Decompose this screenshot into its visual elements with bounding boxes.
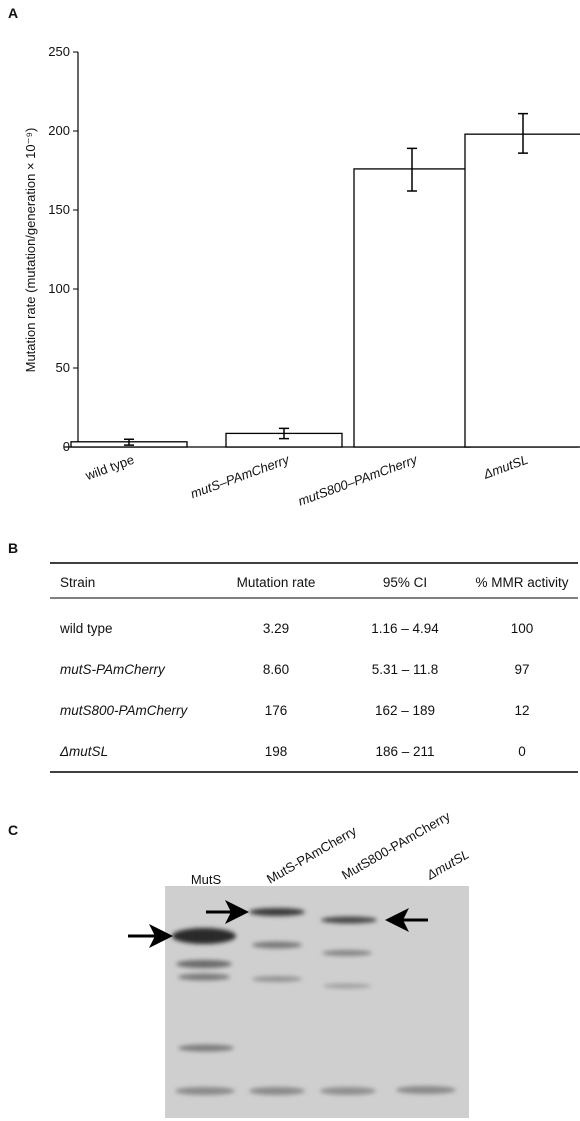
table-cell: 162 – 189	[375, 703, 435, 718]
table-cell: 12	[514, 703, 529, 718]
table-cell: 186 – 211	[375, 744, 434, 759]
table-header: 95% CI	[383, 575, 427, 590]
table-cell: mutS-PAmCherry	[60, 662, 166, 677]
table-cell: 176	[265, 703, 288, 718]
table-cell: 5.31 – 11.8	[372, 662, 439, 677]
y-tick-label: 50	[56, 360, 70, 375]
y-tick-label: 250	[48, 44, 70, 59]
y-tick-label: 200	[48, 123, 70, 138]
table-cell: 1.16 – 4.94	[371, 621, 439, 636]
table-cell: 8.60	[263, 662, 289, 677]
x-tick-label: mutS800–PAmCherry	[296, 451, 420, 509]
table-header: Strain	[60, 575, 95, 590]
bar	[354, 169, 470, 447]
y-tick-label: 150	[48, 202, 70, 217]
lane-label: ΔmutSL	[423, 846, 471, 883]
panel-label: B	[8, 540, 18, 556]
panel-label: A	[8, 5, 18, 21]
lane-label: MutS	[191, 872, 222, 887]
table-header: % MMR activity	[475, 575, 568, 590]
table-cell: 3.29	[263, 621, 289, 636]
table-cell: mutS800-PAmCherry	[60, 703, 189, 718]
table-header: Mutation rate	[237, 575, 316, 590]
table-cell: 198	[265, 744, 288, 759]
figure-canvas: A B C Mutation rate (mutation/generation…	[0, 0, 580, 1121]
figure: A B C Mutation rate (mutation/generation…	[0, 0, 580, 1121]
table-cell: 97	[514, 662, 529, 677]
x-tick-label: wild type	[82, 452, 136, 484]
western-blot: MutS MutS-PAmCherry MutS800-PAmCherry Δm…	[128, 808, 472, 1118]
table-cell: 0	[518, 744, 526, 759]
x-tick-label: ΔmutSL	[480, 452, 530, 482]
table-cell: ΔmutSL	[59, 744, 108, 759]
y-tick-label: 100	[48, 281, 70, 296]
y-tick-label: 0	[63, 439, 70, 454]
table-cell: 100	[511, 621, 534, 636]
table-cell: wild type	[59, 621, 113, 636]
panel-label: C	[8, 822, 18, 838]
bar	[465, 134, 580, 447]
x-tick-label: mutS–PAmCherry	[188, 451, 292, 501]
y-axis-label: Mutation rate (mutation/generation × 10⁻…	[23, 128, 38, 373]
